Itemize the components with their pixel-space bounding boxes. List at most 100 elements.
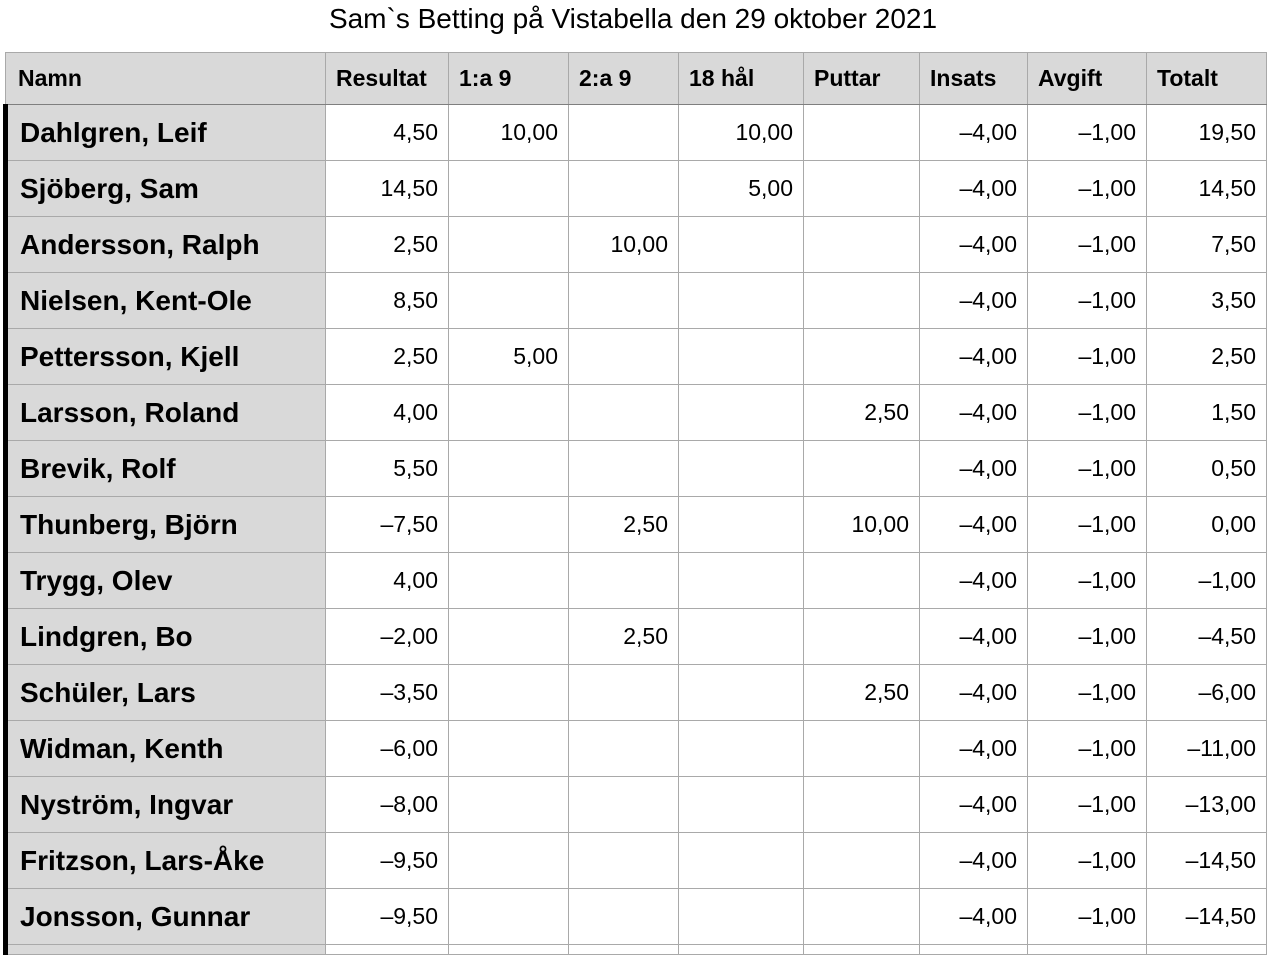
insats-cell[interactable]: –4,00 — [919, 888, 1028, 945]
player-name-cell[interactable]: Andersson, Ralph — [3, 216, 326, 273]
avgift-cell[interactable]: –1,00 — [1027, 440, 1147, 497]
puttar-cell[interactable] — [803, 328, 920, 385]
eighteen-holes-cell[interactable] — [678, 720, 804, 777]
first-nine-cell[interactable] — [448, 552, 569, 609]
eighteen-holes-cell[interactable] — [678, 496, 804, 553]
puttar-cell[interactable]: 2,50 — [803, 664, 920, 721]
insats-cell[interactable]: –4,00 — [919, 328, 1028, 385]
avgift-cell[interactable]: –1,00 — [1027, 272, 1147, 329]
avgift-cell[interactable]: –1,00 — [1027, 552, 1147, 609]
insats-cell[interactable]: –4,00 — [919, 496, 1028, 553]
second-nine-cell[interactable] — [568, 552, 679, 609]
insats-cell[interactable]: –4,00 — [919, 776, 1028, 833]
second-nine-cell[interactable] — [568, 104, 679, 161]
resultat-cell[interactable]: –8,00 — [325, 776, 449, 833]
resultat-cell[interactable]: 2,50 — [325, 216, 449, 273]
eighteen-holes-cell[interactable] — [678, 272, 804, 329]
puttar-cell[interactable] — [803, 888, 920, 945]
first-nine-cell[interactable] — [448, 888, 569, 945]
eighteen-holes-cell[interactable]: 5,00 — [678, 160, 804, 217]
player-name-cell[interactable]: Lindgren, Bo — [3, 608, 326, 665]
puttar-cell[interactable] — [803, 608, 920, 665]
second-nine-cell[interactable]: 2,50 — [568, 496, 679, 553]
puttar-cell[interactable] — [803, 104, 920, 161]
resultat-cell[interactable]: –9,50 — [325, 832, 449, 889]
totalt-cell[interactable]: 3,50 — [1146, 272, 1267, 329]
puttar-cell[interactable] — [803, 832, 920, 889]
insats-cell[interactable]: –4,00 — [919, 216, 1028, 273]
resultat-cell[interactable]: 4,00 — [325, 384, 449, 441]
second-nine-cell[interactable]: 10,00 — [568, 216, 679, 273]
insats-cell[interactable]: –4,00 — [919, 608, 1028, 665]
eighteen-holes-cell[interactable] — [678, 384, 804, 441]
avgift-cell[interactable]: –1,00 — [1027, 328, 1147, 385]
resultat-cell[interactable]: 2,50 — [325, 328, 449, 385]
second-nine-cell[interactable] — [568, 328, 679, 385]
resultat-cell[interactable]: 4,00 — [325, 552, 449, 609]
insats-cell[interactable]: –4,00 — [919, 104, 1028, 161]
resultat-cell[interactable]: 5,50 — [325, 440, 449, 497]
second-nine-cell[interactable] — [568, 832, 679, 889]
column-header-second-nine[interactable]: 2:a 9 — [568, 52, 679, 105]
first-nine-cell[interactable]: 5,00 — [448, 328, 569, 385]
totalt-cell[interactable]: 0,50 — [1146, 440, 1267, 497]
totalt-cell[interactable]: –1,00 — [1146, 552, 1267, 609]
player-name-cell[interactable]: Widman, Kenth — [3, 720, 326, 777]
eighteen-holes-cell[interactable] — [678, 832, 804, 889]
totalt-cell[interactable]: 0,00 — [1146, 496, 1267, 553]
insats-cell[interactable]: –4,00 — [919, 440, 1028, 497]
totalt-cell[interactable]: –13,00 — [1146, 776, 1267, 833]
column-header-namn[interactable]: Namn — [5, 52, 326, 105]
second-nine-cell[interactable] — [568, 720, 679, 777]
avgift-cell[interactable]: –1,00 — [1027, 216, 1147, 273]
totalt-cell[interactable]: 1,50 — [1146, 384, 1267, 441]
second-nine-cell[interactable] — [568, 384, 679, 441]
avgift-cell[interactable]: –1,00 — [1027, 664, 1147, 721]
puttar-cell[interactable] — [803, 440, 920, 497]
first-nine-cell[interactable] — [448, 496, 569, 553]
second-nine-cell[interactable] — [568, 440, 679, 497]
player-name-cell[interactable]: Jonsson, Gunnar — [3, 888, 326, 945]
resultat-cell[interactable]: –2,00 — [325, 608, 449, 665]
avgift-cell[interactable]: –1,00 — [1027, 496, 1147, 553]
avgift-cell[interactable]: –1,00 — [1027, 384, 1147, 441]
eighteen-holes-cell[interactable]: 10,00 — [678, 104, 804, 161]
puttar-cell[interactable] — [803, 776, 920, 833]
first-nine-cell[interactable] — [448, 440, 569, 497]
insats-cell[interactable]: –4,00 — [919, 552, 1028, 609]
resultat-cell[interactable]: –7,50 — [325, 496, 449, 553]
resultat-cell[interactable]: 4,50 — [325, 104, 449, 161]
avgift-cell[interactable]: –1,00 — [1027, 104, 1147, 161]
second-nine-cell[interactable]: 2,50 — [568, 608, 679, 665]
insats-cell[interactable]: –4,00 — [919, 664, 1028, 721]
totalt-cell[interactable]: 19,50 — [1146, 104, 1267, 161]
eighteen-holes-cell[interactable] — [678, 664, 804, 721]
resultat-cell[interactable]: –9,50 — [325, 888, 449, 945]
insats-cell[interactable]: –4,00 — [919, 832, 1028, 889]
column-header-insats[interactable]: Insats — [919, 52, 1028, 105]
avgift-cell[interactable]: –1,00 — [1027, 832, 1147, 889]
player-name-cell[interactable]: Nyström, Ingvar — [3, 776, 326, 833]
column-header-totalt[interactable]: Totalt — [1146, 52, 1267, 105]
second-nine-cell[interactable] — [568, 664, 679, 721]
puttar-cell[interactable] — [803, 720, 920, 777]
player-name-cell[interactable]: Pettersson, Kjell — [3, 328, 326, 385]
first-nine-cell[interactable] — [448, 384, 569, 441]
avgift-cell[interactable]: –1,00 — [1027, 608, 1147, 665]
column-header-first-nine[interactable]: 1:a 9 — [448, 52, 569, 105]
eighteen-holes-cell[interactable] — [678, 328, 804, 385]
totalt-cell[interactable]: 14,50 — [1146, 160, 1267, 217]
first-nine-cell[interactable] — [448, 832, 569, 889]
eighteen-holes-cell[interactable] — [678, 888, 804, 945]
first-nine-cell[interactable] — [448, 776, 569, 833]
player-name-cell[interactable]: Trygg, Olev — [3, 552, 326, 609]
first-nine-cell[interactable] — [448, 160, 569, 217]
player-name-cell[interactable]: Larsson, Roland — [3, 384, 326, 441]
player-name-cell[interactable]: Fritzson, Lars-Åke — [3, 832, 326, 889]
insats-cell[interactable]: –4,00 — [919, 160, 1028, 217]
second-nine-cell[interactable] — [568, 888, 679, 945]
avgift-cell[interactable]: –1,00 — [1027, 160, 1147, 217]
first-nine-cell[interactable] — [448, 608, 569, 665]
insats-cell[interactable]: –4,00 — [919, 384, 1028, 441]
player-name-cell[interactable]: Dahlgren, Leif — [3, 104, 326, 161]
